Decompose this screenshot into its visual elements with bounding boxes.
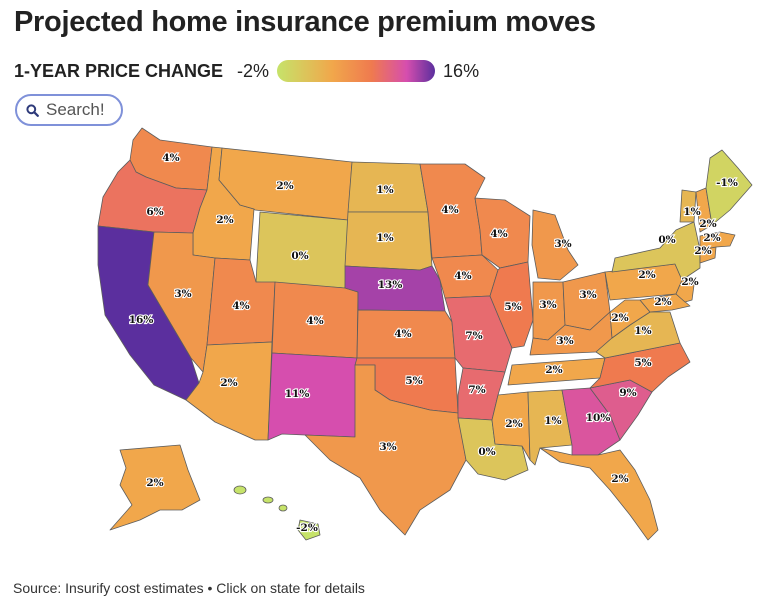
state-label-tx: 3% [379, 441, 396, 453]
state-md[interactable] [639, 293, 691, 313]
state-label-nh: 2% [699, 218, 716, 230]
state-label-ak: 2% [146, 477, 163, 489]
state-label-wi: 4% [490, 228, 507, 240]
state-label-in: 3% [539, 299, 556, 311]
state-label-ca: 16% [129, 314, 154, 326]
color-legend: 1-YEAR PRICE CHANGE -2% 16% [14, 58, 479, 84]
state-label-fl: 2% [611, 473, 628, 485]
state-label-oh: 3% [579, 289, 596, 301]
state-label-wy: 0% [291, 250, 308, 262]
state-tx[interactable] [304, 364, 467, 536]
state-label-ia: 4% [454, 270, 471, 282]
state-label-mo: 7% [465, 330, 482, 342]
hawaii-island-2[interactable] [262, 496, 274, 504]
legend-gradient-bar [277, 60, 436, 82]
state-nc[interactable] [589, 342, 691, 393]
state-label-nv: 3% [174, 288, 191, 300]
hawaii-island-1[interactable] [233, 485, 247, 495]
state-label-hi: -2% [296, 522, 318, 534]
state-label-ok: 5% [405, 375, 422, 387]
state-label-nd: 1% [376, 184, 393, 196]
state-label-sc: 9% [619, 387, 636, 399]
state-label-mi: 3% [554, 238, 571, 250]
state-label-pa: 2% [638, 269, 655, 281]
state-label-ky: 3% [556, 335, 573, 347]
state-ma[interactable] [699, 231, 736, 251]
state-label-la: 0% [478, 446, 495, 458]
state-label-or: 6% [146, 206, 163, 218]
state-label-nc: 5% [634, 357, 651, 369]
state-label-al: 1% [544, 415, 561, 427]
state-label-ma: 2% [703, 232, 720, 244]
state-ak[interactable] [109, 444, 201, 531]
state-label-ks: 4% [394, 328, 411, 340]
state-label-ny: 0% [658, 234, 675, 246]
state-label-ar: 7% [468, 384, 485, 396]
state-label-ms: 2% [505, 418, 522, 430]
state-label-id: 2% [216, 214, 233, 226]
state-me[interactable] [705, 149, 753, 226]
state-fl[interactable] [539, 447, 659, 541]
state-label-tn: 2% [545, 364, 562, 376]
state-nj[interactable] [675, 279, 695, 303]
state-vt[interactable] [679, 189, 697, 223]
state-il[interactable] [489, 261, 534, 349]
us-states-map: 4% 6% 16% 2% 3% 2% 0% 4% 2% 4% 11% 1% 1% 13% 4% 5% 3% 4% 4… [97, 127, 753, 541]
state-label-sd: 1% [376, 232, 393, 244]
state-label-me: -1% [716, 177, 738, 189]
state-label-nm: 11% [285, 388, 310, 400]
state-label-ct: 2% [694, 245, 711, 257]
state-label-wa: 4% [162, 152, 179, 164]
state-label-wv: 2% [611, 312, 628, 324]
state-label-nj: 2% [681, 276, 698, 288]
state-label-ga: 10% [586, 412, 611, 424]
hawaii-island-3[interactable] [278, 504, 288, 512]
state-mi[interactable] [531, 209, 579, 281]
state-label-md: 2% [654, 296, 671, 308]
search-input[interactable] [46, 100, 118, 120]
map-title: Projected home insurance premium moves [14, 6, 596, 38]
state-nm[interactable] [267, 352, 358, 441]
search-box[interactable] [15, 94, 123, 126]
source-note: Source: Insurify cost estimates • Click … [13, 580, 365, 596]
legend-min: -2% [237, 60, 270, 81]
state-label-mn: 4% [441, 204, 458, 216]
state-label-az: 2% [220, 377, 237, 389]
search-icon [26, 103, 39, 117]
state-label-ne: 13% [378, 279, 403, 291]
legend-max: 16% [443, 60, 480, 81]
state-label-mt: 2% [276, 180, 293, 192]
state-hi[interactable] [297, 519, 321, 541]
state-label-il: 5% [504, 301, 521, 313]
state-label-co: 4% [306, 315, 323, 327]
legend-label: 1-YEAR PRICE CHANGE [14, 60, 224, 81]
state-label-ut: 4% [232, 300, 249, 312]
state-label-va: 1% [634, 325, 651, 337]
state-label-vt: 1% [683, 206, 700, 218]
